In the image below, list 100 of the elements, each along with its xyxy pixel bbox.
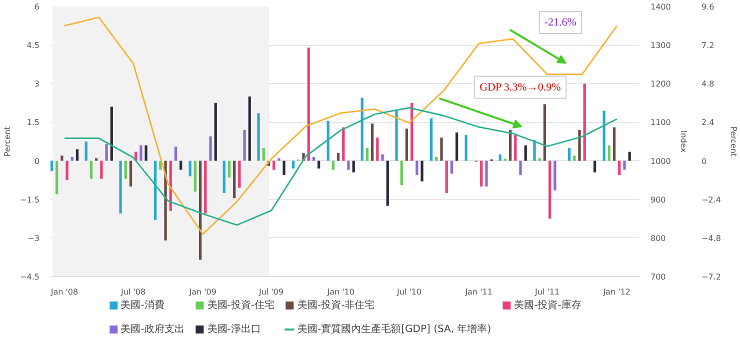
bar <box>498 154 502 161</box>
legend-label: 美國-消費 <box>120 298 164 312</box>
x-tick-label: Jan '09 <box>188 288 216 296</box>
bar <box>538 158 541 161</box>
bar <box>110 106 113 161</box>
bar <box>228 160 231 178</box>
y2-tick-label: 1300 <box>650 41 671 50</box>
bar <box>533 140 536 161</box>
bar <box>405 128 408 161</box>
y-axis-title: Percent <box>3 126 12 157</box>
y3-tick-label: 9.6 <box>702 2 714 12</box>
bar <box>50 160 54 172</box>
x-tick-label: Jul '09 <box>258 288 284 296</box>
bar <box>180 160 182 170</box>
bar <box>222 160 226 193</box>
bar <box>347 160 350 170</box>
y3-tick-label: 2.4 <box>702 118 714 128</box>
y3-tick-label: −4.8 <box>702 234 721 243</box>
bar <box>66 160 68 180</box>
annotation: -21.6% <box>544 16 576 28</box>
bar <box>95 158 98 161</box>
bar <box>84 142 88 161</box>
bar <box>312 156 316 161</box>
legend-label: 美國-投資-住宅 <box>207 298 274 312</box>
bar <box>430 118 433 161</box>
y2-tick-label: 900 <box>650 195 666 204</box>
legend-label: 美國-淨出口 <box>207 322 261 336</box>
x-tick-label: Jan '11 <box>464 288 492 296</box>
legend-label: 美國-投資-非住宅 <box>298 298 375 312</box>
bar <box>366 148 369 161</box>
bar <box>194 160 197 192</box>
y2-tick-label: 1100 <box>650 118 671 128</box>
annotation: GDP 3.3%→0.9% <box>480 81 561 94</box>
bar <box>386 160 389 206</box>
y3-tick-label: 7.2 <box>702 41 714 50</box>
bar <box>174 146 178 161</box>
y3-tick-label: −2.4 <box>702 195 721 204</box>
bar <box>445 160 448 193</box>
y3-tick-label: −7.2 <box>702 272 721 282</box>
bar <box>480 160 483 186</box>
bar <box>60 156 64 161</box>
bar <box>455 132 458 161</box>
bar <box>450 160 454 174</box>
bar <box>56 160 58 194</box>
bar <box>238 160 241 188</box>
legend-label: 美國-政府支出 <box>120 322 184 336</box>
bar <box>618 160 621 175</box>
bar <box>524 145 527 161</box>
bar <box>514 135 517 161</box>
y2-tick-label: 800 <box>650 234 666 243</box>
y3-axis-title: Percent <box>728 126 738 157</box>
line-series <box>64 16 618 235</box>
y-tick-label: 4.5 <box>26 41 40 50</box>
bar <box>440 138 443 161</box>
bar <box>583 84 586 161</box>
y-tick-label: 6 <box>34 2 40 12</box>
bar <box>508 130 512 161</box>
y2-tick-label: 1200 <box>650 80 671 89</box>
bar <box>573 156 576 161</box>
bar <box>214 102 217 161</box>
bar <box>608 145 610 161</box>
bar <box>400 160 403 186</box>
x-tick-label: Jul '10 <box>396 288 422 296</box>
bar <box>464 135 468 161</box>
x-tick-label: Jan '10 <box>326 288 354 296</box>
bar <box>554 160 556 190</box>
y-tick-label: 0 <box>34 156 40 166</box>
bar <box>90 160 93 179</box>
y-tick-label: −4.5 <box>20 272 40 282</box>
y-tick-label: −3 <box>28 234 40 243</box>
bar <box>623 160 626 170</box>
bar <box>612 127 616 161</box>
y-tick-label: 1.5 <box>26 118 40 128</box>
bar <box>292 160 295 168</box>
bar <box>395 110 398 161</box>
y2-tick-label: 700 <box>650 272 666 282</box>
bar <box>272 160 276 170</box>
bar <box>568 148 571 161</box>
bar <box>248 96 251 161</box>
bar <box>307 48 310 161</box>
y2-axis-title: Index <box>678 130 688 153</box>
x-tick-label: Jan '12 <box>602 288 630 296</box>
bar <box>332 160 335 170</box>
bar <box>100 160 103 179</box>
bar <box>105 144 108 161</box>
bar <box>243 130 246 161</box>
bar <box>593 160 596 172</box>
bar <box>519 160 522 175</box>
bar <box>416 160 418 175</box>
bar <box>282 160 286 175</box>
bar <box>376 138 379 161</box>
bar <box>370 124 374 161</box>
bar <box>420 160 424 182</box>
bar <box>628 152 631 161</box>
legend-label: 美國-實質國內生產毛額[GDP] (SA, 年增率) <box>298 322 492 336</box>
bar <box>154 160 157 220</box>
y2-tick-label: 1400 <box>650 2 671 12</box>
y-tick-label: 3 <box>34 80 40 89</box>
bar <box>204 160 207 214</box>
bar <box>485 160 488 186</box>
